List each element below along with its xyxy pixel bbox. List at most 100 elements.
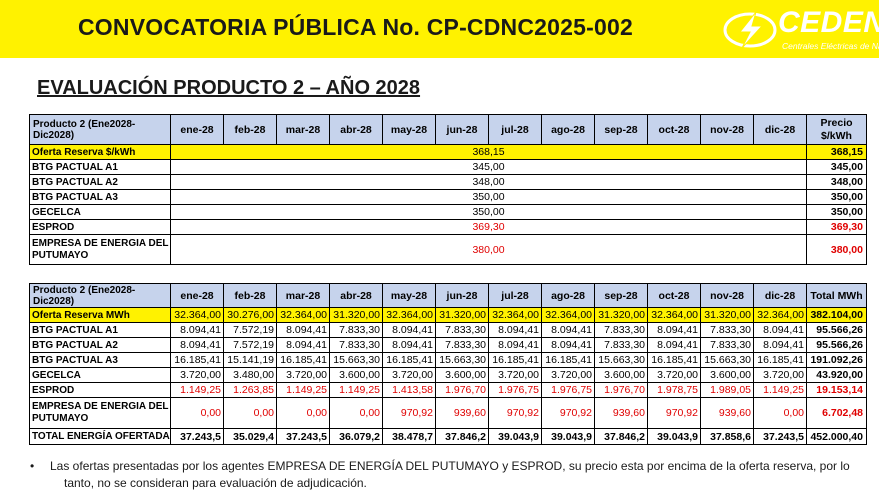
energy-cell: 15.663,30 — [594, 352, 648, 368]
header-banner: CONVOCATORIA PÚBLICA No. CP-CDNC2025-002… — [0, 0, 879, 58]
energy-cell: 37.846,2 — [594, 428, 648, 445]
energy-cell: 970,92 — [647, 397, 701, 429]
agent-name: ESPROD — [29, 219, 171, 235]
energy-total: 452.000,40 — [806, 428, 867, 445]
agent-name: EMPRESA DE ENERGIA DEL PUTUMAYO — [29, 397, 171, 429]
energy-cell: 8.094,41 — [276, 337, 330, 353]
price-total-header: Precio $/kWh — [806, 114, 867, 145]
energy-cell: 3.720,00 — [647, 367, 701, 383]
energy-cell: 16.185,41 — [382, 352, 436, 368]
agent-name: ESPROD — [29, 382, 171, 398]
agent-name: Oferta Reserva $/kWh — [29, 144, 171, 160]
price-value: 380,00 — [170, 234, 807, 265]
energy-table: Producto 2 (Ene2028-Dic2028) ene-28 feb-… — [29, 283, 867, 445]
table-row: EMPRESA DE ENERGIA DEL PUTUMAYO 0,00 0,00 0… — [29, 397, 867, 429]
month-header: abr-28 — [329, 283, 383, 308]
energy-cell: 1.149,25 — [170, 382, 224, 398]
energy-cell: 1.976,70 — [435, 382, 489, 398]
energy-cell: 3.480,00 — [223, 367, 277, 383]
energy-cell: 1.149,25 — [753, 382, 807, 398]
agent-name: GECELCA — [29, 204, 171, 220]
energy-total: 95.566,26 — [806, 322, 867, 338]
table-row: BTG PACTUAL A3 350,00 350,00 — [29, 189, 867, 205]
table-row: BTG PACTUAL A2 348,00 348,00 — [29, 174, 867, 190]
energy-total: 382.104,00 — [806, 307, 867, 323]
energy-corner-header: Producto 2 (Ene2028-Dic2028) — [29, 283, 171, 308]
energy-cell: 939,60 — [435, 397, 489, 429]
energy-cell: 3.720,00 — [488, 367, 542, 383]
month-header: ago-28 — [541, 114, 595, 145]
energy-cell: 32.364,00 — [753, 307, 807, 323]
energy-cell: 16.185,41 — [488, 352, 542, 368]
energy-cell: 3.600,00 — [700, 367, 754, 383]
table-row: BTG PACTUAL A3 16.185,41 15.141,19 16.185,4… — [29, 352, 867, 368]
energy-cell: 35.029,4 — [223, 428, 277, 445]
agent-name: BTG PACTUAL A3 — [29, 189, 171, 205]
price-value: 350,00 — [170, 204, 807, 220]
month-header: dic-28 — [753, 114, 807, 145]
energy-cell: 1.149,25 — [276, 382, 330, 398]
energy-cell: 7.833,30 — [329, 322, 383, 338]
energy-cell: 0,00 — [223, 397, 277, 429]
energy-cell: 8.094,41 — [647, 322, 701, 338]
energy-cell: 16.185,41 — [753, 352, 807, 368]
energy-cell: 7.572,19 — [223, 337, 277, 353]
table-row: Oferta Reserva MWh 32.364,00 30.276,00 32.3… — [29, 307, 867, 323]
energy-cell: 32.364,00 — [170, 307, 224, 323]
price-corner-header: Producto 2 (Ene2028-Dic2028) — [29, 114, 171, 145]
table-row: BTG PACTUAL A2 8.094,41 7.572,19 8.094,41 7.… — [29, 337, 867, 353]
agent-name: BTG PACTUAL A2 — [29, 337, 171, 353]
month-header: ene-28 — [170, 114, 224, 145]
energy-cell: 970,92 — [488, 397, 542, 429]
price-total: 348,00 — [806, 174, 867, 190]
energy-cell: 8.094,41 — [488, 337, 542, 353]
energy-cell: 970,92 — [382, 397, 436, 429]
energy-cell: 31.320,00 — [329, 307, 383, 323]
agent-name: BTG PACTUAL A1 — [29, 159, 171, 175]
energy-cell: 15.663,30 — [329, 352, 383, 368]
energy-cell: 32.364,00 — [541, 307, 595, 323]
energy-cell: 1.976,70 — [594, 382, 648, 398]
energy-total-header: Total MWh — [806, 283, 867, 308]
energy-cell: 37.846,2 — [435, 428, 489, 445]
month-header: may-28 — [382, 283, 436, 308]
energy-cell: 31.320,00 — [700, 307, 754, 323]
energy-cell: 1.413,58 — [382, 382, 436, 398]
energy-cell: 0,00 — [753, 397, 807, 429]
energy-cell: 37.243,5 — [276, 428, 330, 445]
month-header: jul-28 — [488, 114, 542, 145]
energy-cell: 939,60 — [700, 397, 754, 429]
company-logo: CEDEN Centrales Eléctricas de Nar — [722, 4, 879, 56]
energy-cell: 7.833,30 — [594, 322, 648, 338]
month-header: jul-28 — [488, 283, 542, 308]
table-row: EMPRESA DE ENERGIA DEL PUTUMAYO 380,00 3… — [29, 234, 867, 265]
lightning-logo-icon — [723, 11, 777, 49]
month-header: mar-28 — [276, 283, 330, 308]
energy-cell: 1.976,75 — [488, 382, 542, 398]
page-title: CONVOCATORIA PÚBLICA No. CP-CDNC2025-002 — [78, 14, 633, 40]
energy-cell: 32.364,00 — [276, 307, 330, 323]
energy-cell: 8.094,41 — [382, 322, 436, 338]
energy-table-header: Producto 2 (Ene2028-Dic2028) ene-28 feb-… — [29, 283, 867, 308]
month-header: nov-28 — [700, 114, 754, 145]
month-header: feb-28 — [223, 283, 277, 308]
table-row: GECELCA 3.720,00 3.480,00 3.720,00 3.600,00 3… — [29, 367, 867, 383]
energy-cell: 3.720,00 — [382, 367, 436, 383]
month-header: nov-28 — [700, 283, 754, 308]
month-header: abr-28 — [329, 114, 383, 145]
month-header: sep-28 — [594, 283, 648, 308]
energy-cell: 36.079,2 — [329, 428, 383, 445]
energy-cell: 31.320,00 — [594, 307, 648, 323]
energy-cell: 0,00 — [329, 397, 383, 429]
energy-cell: 7.833,30 — [435, 322, 489, 338]
energy-cell: 30.276,00 — [223, 307, 277, 323]
energy-cell: 3.720,00 — [170, 367, 224, 383]
month-header: jun-28 — [435, 114, 489, 145]
table-row: BTG PACTUAL A1 8.094,41 7.572,19 8.094,41 7.… — [29, 322, 867, 338]
energy-cell: 7.833,30 — [700, 322, 754, 338]
energy-cell: 7.833,30 — [435, 337, 489, 353]
price-value: 345,00 — [170, 159, 807, 175]
price-value: 368,15 — [170, 144, 807, 160]
agent-name: Oferta Reserva MWh — [29, 307, 171, 323]
energy-cell: 3.720,00 — [753, 367, 807, 383]
